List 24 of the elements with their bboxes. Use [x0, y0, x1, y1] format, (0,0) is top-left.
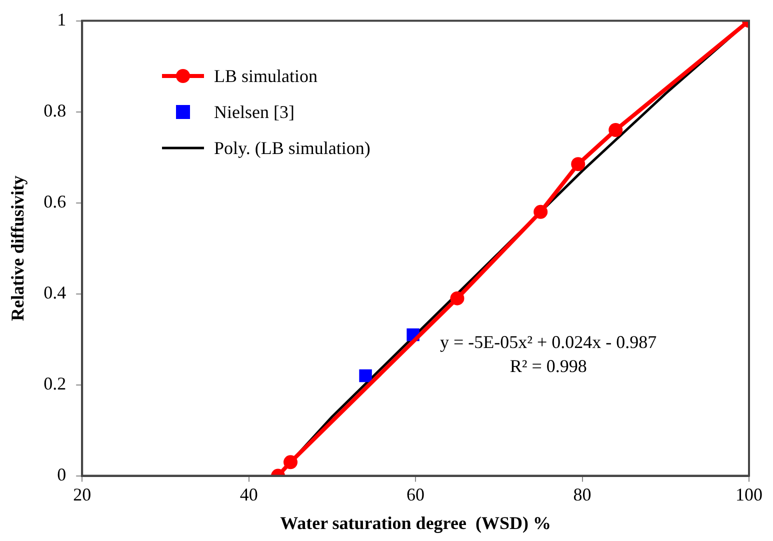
- point: [284, 455, 298, 470]
- y-tick-label: 0.2: [44, 374, 66, 394]
- x-tick-label: 80: [573, 484, 592, 504]
- point: [608, 123, 623, 137]
- x-axis-title: Water saturation degree (WSD) %: [280, 512, 551, 533]
- y-tick-label: 0.8: [44, 100, 66, 121]
- legend-label: Poly. (LB simulation): [214, 138, 370, 158]
- x-tick-label: 60: [406, 484, 425, 504]
- y-axis-title: Relative diffusivity: [7, 176, 28, 322]
- point: [450, 291, 464, 306]
- x-tick-label: 100: [736, 484, 762, 504]
- annotation: R² = 0.998: [508, 355, 588, 378]
- point: [534, 204, 548, 219]
- x-tick-label: 40: [240, 484, 258, 504]
- legend-label: Nielsen [3]: [214, 102, 294, 122]
- point: [359, 369, 372, 382]
- legend-label: LB simulation: [214, 66, 318, 86]
- y-tick-label: 0.4: [44, 282, 66, 303]
- y-tick-label: 1: [57, 10, 66, 30]
- y-tick-label: 0: [57, 464, 66, 485]
- annotation: y = -5E-05x² + 0.024x - 0.987: [440, 331, 657, 354]
- y-tick-label: 0.6: [44, 192, 66, 212]
- point: [571, 157, 586, 172]
- x-tick-label: 20: [73, 484, 92, 504]
